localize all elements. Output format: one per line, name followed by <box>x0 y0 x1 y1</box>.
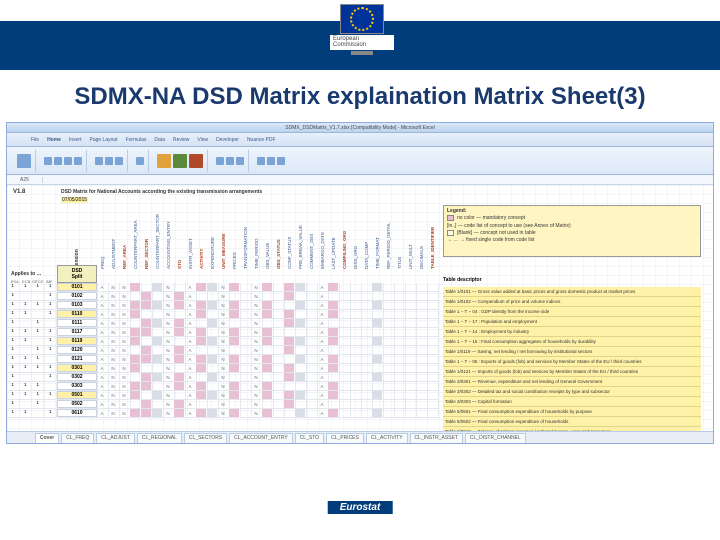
descriptor-row: Table 3/0303 — Capital formation <box>443 397 701 407</box>
ec-logo-text: European Commission <box>330 35 394 50</box>
ribbon-tab-page-layout[interactable]: Page Layout <box>89 137 117 143</box>
sheet-tab-cl_activity[interactable]: CL_ACTIVITY <box>366 433 408 443</box>
ribbon-tabs: File Home Insert Page Layout Formulas Data Rev… <box>7 133 713 147</box>
legend-text-0: no color — mandatory concept <box>457 215 525 221</box>
descriptor-row: Table 5/0502 — Final consumption expendi… <box>443 417 701 427</box>
legend-item-3: → … → fixed single code from code list <box>447 237 697 243</box>
descriptor-row: Table 1 − T − 05 : Exports of goods (fob… <box>443 357 701 367</box>
find-icon[interactable] <box>277 157 285 165</box>
sheet-tab-cover[interactable]: Cover <box>35 433 59 443</box>
ribbon-tab-insert[interactable]: Insert <box>69 137 82 143</box>
format-icon[interactable] <box>236 157 244 165</box>
legend-box: Legend: no color — mandatory concept [in… <box>443 205 701 257</box>
ribbon-tab-file[interactable]: File <box>31 137 39 143</box>
autosum-icon[interactable] <box>257 157 265 165</box>
ec-logo-underline <box>351 51 373 55</box>
sheet-tab-cl_instr_asset[interactable]: CL_INSTR_ASSET <box>410 433 463 443</box>
sheet-tab-cl_distr_channel[interactable]: CL_DISTR_CHANNEL <box>465 433 526 443</box>
format-table-icon[interactable] <box>173 154 187 168</box>
sheet-tab-cl_adjust[interactable]: CL_ADJUST <box>96 433 135 443</box>
footer-eurostat: Eurostat <box>328 501 393 514</box>
conditional-format-icon[interactable] <box>157 154 171 168</box>
sheet-tab-cl_regional[interactable]: CL_REGIONAL <box>137 433 182 443</box>
descriptor-row: Table 1 − T − 14 : Employment by industr… <box>443 327 701 337</box>
ribbon-group-clipboard <box>13 150 36 172</box>
descriptor-row: Table 1 − T − 15 : Final consumption agg… <box>443 337 701 347</box>
legend-text-2: [Blank] — concept not used in table <box>457 230 536 236</box>
legend-item-0: no color — mandatory concept <box>447 215 697 221</box>
descriptor-row: Table 6/0610 — Balance of primary income… <box>443 427 701 431</box>
ribbon-tab-formulas[interactable]: Formulas <box>126 137 147 143</box>
ribbon-tab-nuance-pdf[interactable]: Nuance PDF <box>247 137 276 143</box>
ribbon-group-number <box>132 150 149 172</box>
cell-styles-icon[interactable] <box>189 154 203 168</box>
ribbon-group-align <box>91 150 128 172</box>
align-center-icon[interactable] <box>105 157 113 165</box>
descriptor-row: Table 1/0102 — Compendium of price and v… <box>443 297 701 307</box>
ribbon-group-styles <box>153 150 208 172</box>
paste-icon[interactable] <box>17 154 31 168</box>
descriptor-row: Table 3/0301 — Revenue, expenditure and … <box>443 377 701 387</box>
ribbon <box>7 147 713 175</box>
ribbon-group-cells <box>212 150 249 172</box>
excel-window: SDMX_DSDMatrix_V1.7.xlsx [Compatibility … <box>6 122 714 444</box>
sheet-tab-cl_sectors[interactable]: CL_SECTORS <box>184 433 227 443</box>
ribbon-tab-developer[interactable]: Developer <box>216 137 239 143</box>
legend-column: Legend: no color — mandatory concept [in… <box>439 185 711 431</box>
legend-item-1: [in..] — code list of concept to use (se… <box>447 223 697 229</box>
align-left-icon[interactable] <box>95 157 103 165</box>
legend-text-1: [in..] — code list of concept to use (se… <box>447 223 571 229</box>
excel-titlebar: SDMX_DSDMatrix_V1.7.xlsx [Compatibility … <box>7 123 713 133</box>
insert-icon[interactable] <box>216 157 224 165</box>
table-descriptor-header: Table descriptor <box>443 277 701 283</box>
underline-icon[interactable] <box>64 157 72 165</box>
ribbon-group-editing <box>253 150 289 172</box>
ribbon-tab-review[interactable]: Review <box>173 137 189 143</box>
descriptor-row: Table 1 − T − 17 : Population and employ… <box>443 317 701 327</box>
ribbon-tab-data[interactable]: Data <box>154 137 165 143</box>
ribbon-group-font <box>40 150 87 172</box>
delete-icon[interactable] <box>226 157 234 165</box>
descriptor-row: Table 3/0302 — Detailed tax and social c… <box>443 387 701 397</box>
fill-color-icon[interactable] <box>74 157 82 165</box>
legend-item-2: [Blank] — concept not used in table <box>447 230 697 236</box>
eu-flag-icon <box>340 4 384 34</box>
sheet-tab-cl_prices[interactable]: CL_PRICES <box>326 433 364 443</box>
descriptor-row: Table 5/0501 — Final consumption expendi… <box>443 407 701 417</box>
descriptor-row: Table 1/0121 — Imports of goods (fob) an… <box>443 367 701 377</box>
table-descriptor-list: Table 1/0101 — Gross value added at basi… <box>443 287 701 431</box>
name-box[interactable]: A25 <box>7 177 43 183</box>
descriptor-row: Table 1/0101 — Gross value added at basi… <box>443 287 701 297</box>
italic-icon[interactable] <box>54 157 62 165</box>
number-format-icon[interactable] <box>136 157 144 165</box>
sheet-tab-bar: CoverCL_FREQCL_ADJUSTCL_REGIONALCL_SECTO… <box>7 431 713 443</box>
ec-header-bar: European Commission <box>0 0 720 70</box>
sheet-tab-cl_sto[interactable]: CL_STO <box>295 433 324 443</box>
legend-title: Legend: <box>447 208 697 214</box>
bold-icon[interactable] <box>44 157 52 165</box>
ribbon-tab-home[interactable]: Home <box>47 137 61 143</box>
legend-swatch-pink-icon <box>447 215 454 221</box>
sort-filter-icon[interactable] <box>267 157 275 165</box>
ribbon-tab-view[interactable]: View <box>197 137 208 143</box>
descriptor-row: Table 1/0119 — Saving, net lending / net… <box>443 347 701 357</box>
sheet-tab-cl_account_entry[interactable]: CL_ACCOUNT_ENTRY <box>229 433 293 443</box>
legend-swatch-blank-icon <box>447 230 454 236</box>
matrix-layout: Legend: no color — mandatory concept [in… <box>7 185 713 431</box>
legend-text-3: → … → fixed single code from code list <box>447 237 535 243</box>
descriptor-row: Table 1 − T − 04 : GDP identity from the… <box>443 307 701 317</box>
formula-bar: A25 <box>7 175 713 185</box>
align-right-icon[interactable] <box>115 157 123 165</box>
sheet-tab-cl_freq[interactable]: CL_FREQ <box>61 433 94 443</box>
ec-logo: European Commission <box>330 4 394 68</box>
worksheet-grid[interactable]: V1.8 DSD Matrix for National Accounts ac… <box>7 185 713 431</box>
slide-title: SDMX-NA DSD Matrix explaination Matrix S… <box>0 70 720 118</box>
